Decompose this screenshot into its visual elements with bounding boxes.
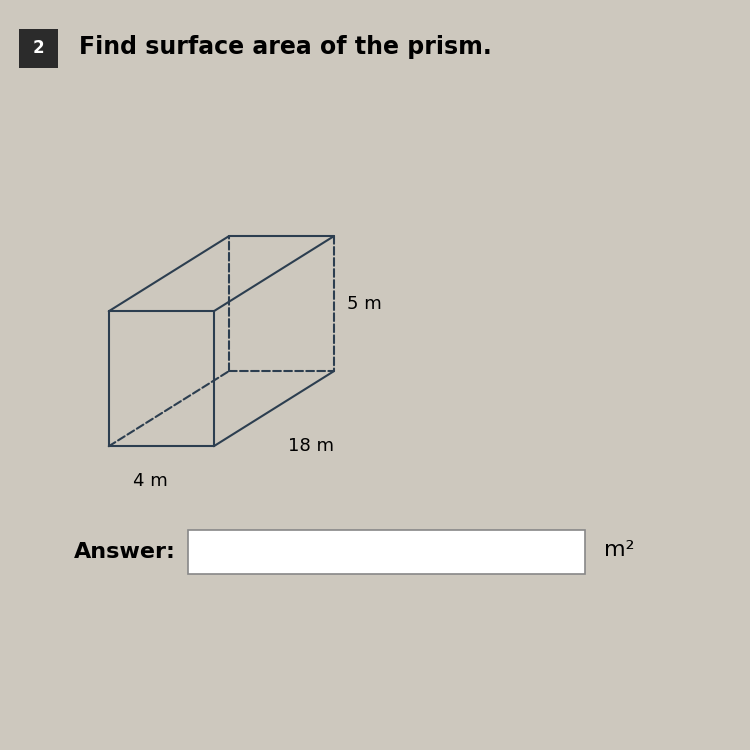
Text: 18 m: 18 m bbox=[288, 437, 334, 455]
Text: 4 m: 4 m bbox=[133, 472, 167, 490]
Text: m²: m² bbox=[604, 540, 634, 560]
FancyBboxPatch shape bbox=[19, 28, 58, 68]
Text: 5 m: 5 m bbox=[347, 295, 382, 313]
Text: 2: 2 bbox=[32, 39, 44, 57]
Text: Find surface area of the prism.: Find surface area of the prism. bbox=[79, 35, 491, 59]
Text: Answer:: Answer: bbox=[74, 542, 176, 562]
FancyBboxPatch shape bbox=[188, 530, 585, 574]
